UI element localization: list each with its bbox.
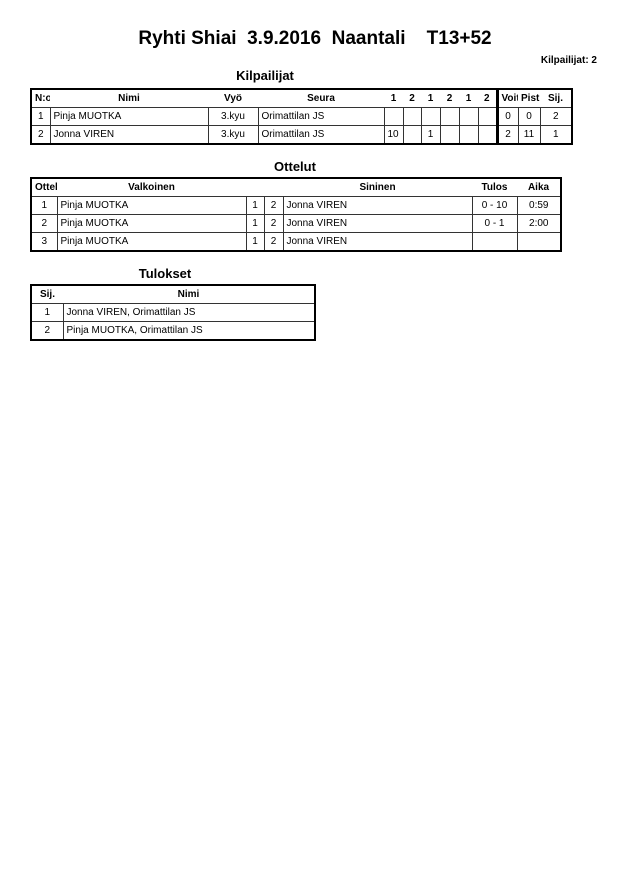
table-row: 1 Pinja MUOTKA 3.kyu Orimattilan JS 0 0 2 <box>30 107 573 126</box>
table-cell <box>458 125 479 145</box>
table-cell: 2 <box>30 125 51 145</box>
matches-title: Ottelut <box>274 159 316 174</box>
table-cell <box>458 107 479 126</box>
column-header: 1 <box>390 93 397 104</box>
table-row: 1 Pinja MUOTKA 1 2 Jonna VIREN 0 - 10 0:59 <box>30 196 562 215</box>
column-header: Nimi <box>118 93 140 104</box>
table-cell: Jonna VIREN, Orimattilan JS <box>62 303 316 322</box>
column-header: 1 <box>465 93 472 104</box>
table-cell: 0:59 <box>516 196 562 215</box>
table-cell <box>439 125 460 145</box>
table-cell: 0 - 10 <box>471 196 518 215</box>
table-cell: 1 <box>30 107 51 126</box>
table-cell <box>477 107 498 126</box>
table-cell: 1 <box>539 125 573 145</box>
column-header: Vyö <box>224 93 242 104</box>
table-row: 2 Pinja MUOTKA, Orimattilan JS <box>30 321 316 341</box>
column-header: Valkoinen <box>128 182 175 193</box>
table-cell: Pinja MUOTKA, Orimattilan JS <box>62 321 316 341</box>
table-cell <box>402 107 422 126</box>
table-row: 2 Pinja MUOTKA 1 2 Jonna VIREN 0 - 1 2:00 <box>30 214 562 233</box>
table-cell: 2 <box>263 214 284 233</box>
header-row: Ottelu Valkoinen Sininen Tulos Aika <box>31 178 561 197</box>
table-cell: Pinja MUOTKA <box>49 107 209 126</box>
table-cell: Jonna VIREN <box>49 125 209 145</box>
table-cell: 0 <box>517 107 541 126</box>
table-row: 2 Jonna VIREN 3.kyu Orimattilan JS 10 1 2 11 1 <box>30 125 573 145</box>
matches-table: OtteluValkoinenSininenTulosAika1Pinja MU… <box>30 177 562 252</box>
column-header: Aika <box>527 182 550 193</box>
table-cell: 1 <box>245 232 265 252</box>
competitors-title: Kilpailijat <box>236 68 294 83</box>
table-cell: 1 <box>30 303 64 322</box>
table-cell: 1 <box>420 125 441 145</box>
table-cell: 1 <box>30 196 58 215</box>
table-cell: Orimattilan JS <box>257 125 385 145</box>
column-header: Voit. <box>495 89 518 108</box>
competitors-table: N:oNimiVyöSeura121212Voit.Pist.Sij.1Pinj… <box>30 88 573 145</box>
table-cell: 10 <box>383 125 404 145</box>
table-row: 3 Pinja MUOTKA 1 2 Jonna VIREN <box>30 232 562 252</box>
column-header: Sininen <box>359 182 396 193</box>
table-cell <box>477 125 498 145</box>
table-cell <box>420 107 441 126</box>
column-header: N:o <box>35 93 50 104</box>
column-header: Pist. <box>521 93 540 104</box>
table-cell: 0 <box>495 107 519 126</box>
table-cell: 2 <box>495 125 519 145</box>
column-header: 2 <box>409 93 415 104</box>
column-header: Nimi <box>177 289 200 300</box>
table-cell <box>402 125 422 145</box>
table-cell: 2 <box>263 196 284 215</box>
column-header: 2 <box>483 93 490 104</box>
header-row: Sij. Nimi <box>31 285 315 304</box>
column-header: 2 <box>446 93 453 104</box>
table-cell: 2 <box>30 214 58 233</box>
table-cell <box>439 107 460 126</box>
table-cell: Jonna VIREN <box>282 214 473 233</box>
table-cell: 2 <box>263 232 284 252</box>
table-cell <box>516 232 562 252</box>
table-cell: Pinja MUOTKA <box>56 214 247 233</box>
table-cell: 3.kyu <box>207 125 259 145</box>
table-cell: Pinja MUOTKA <box>56 196 247 215</box>
column-header <box>246 178 283 197</box>
column-header: 1 <box>427 93 434 104</box>
table-cell <box>471 232 518 252</box>
table-cell: 3 <box>30 232 58 252</box>
competitor-count: Kilpailijat: 2 <box>540 55 597 66</box>
column-header: Sij. <box>547 93 563 104</box>
page-title: Ryhti Shiai 3.9.2016 Naantali T13+52 <box>138 28 492 49</box>
results-table: Sij. Nimi 1 Jonna VIREN, Orimattilan JS 2 Pin… <box>30 284 316 341</box>
table-cell: Pinja MUOTKA <box>56 232 247 252</box>
results-title: Tulokset <box>138 266 192 281</box>
table-cell: Orimattilan JS <box>257 107 385 126</box>
column-header: Tulos <box>481 182 508 193</box>
column-header: Sij. <box>39 289 55 300</box>
column-header: Seura <box>307 93 335 104</box>
table-cell: Jonna VIREN <box>282 232 473 252</box>
table-cell: Jonna VIREN <box>282 196 473 215</box>
table-cell: 1 <box>245 196 265 215</box>
table-cell: 11 <box>517 125 541 145</box>
column-header: Ottelu <box>35 182 57 193</box>
table-cell: 2:00 <box>516 214 562 233</box>
header-row: N:oNimiVyöSeura121212Voit.Pist.Sij. <box>31 89 572 108</box>
table-cell: 2 <box>539 107 573 126</box>
table-cell: 3.kyu <box>207 107 259 126</box>
table-cell: 0 - 1 <box>471 214 518 233</box>
table-row: 1 Jonna VIREN, Orimattilan JS <box>30 303 316 322</box>
table-cell: 1 <box>245 214 265 233</box>
table-cell <box>383 107 404 126</box>
table-cell: 2 <box>30 321 64 341</box>
